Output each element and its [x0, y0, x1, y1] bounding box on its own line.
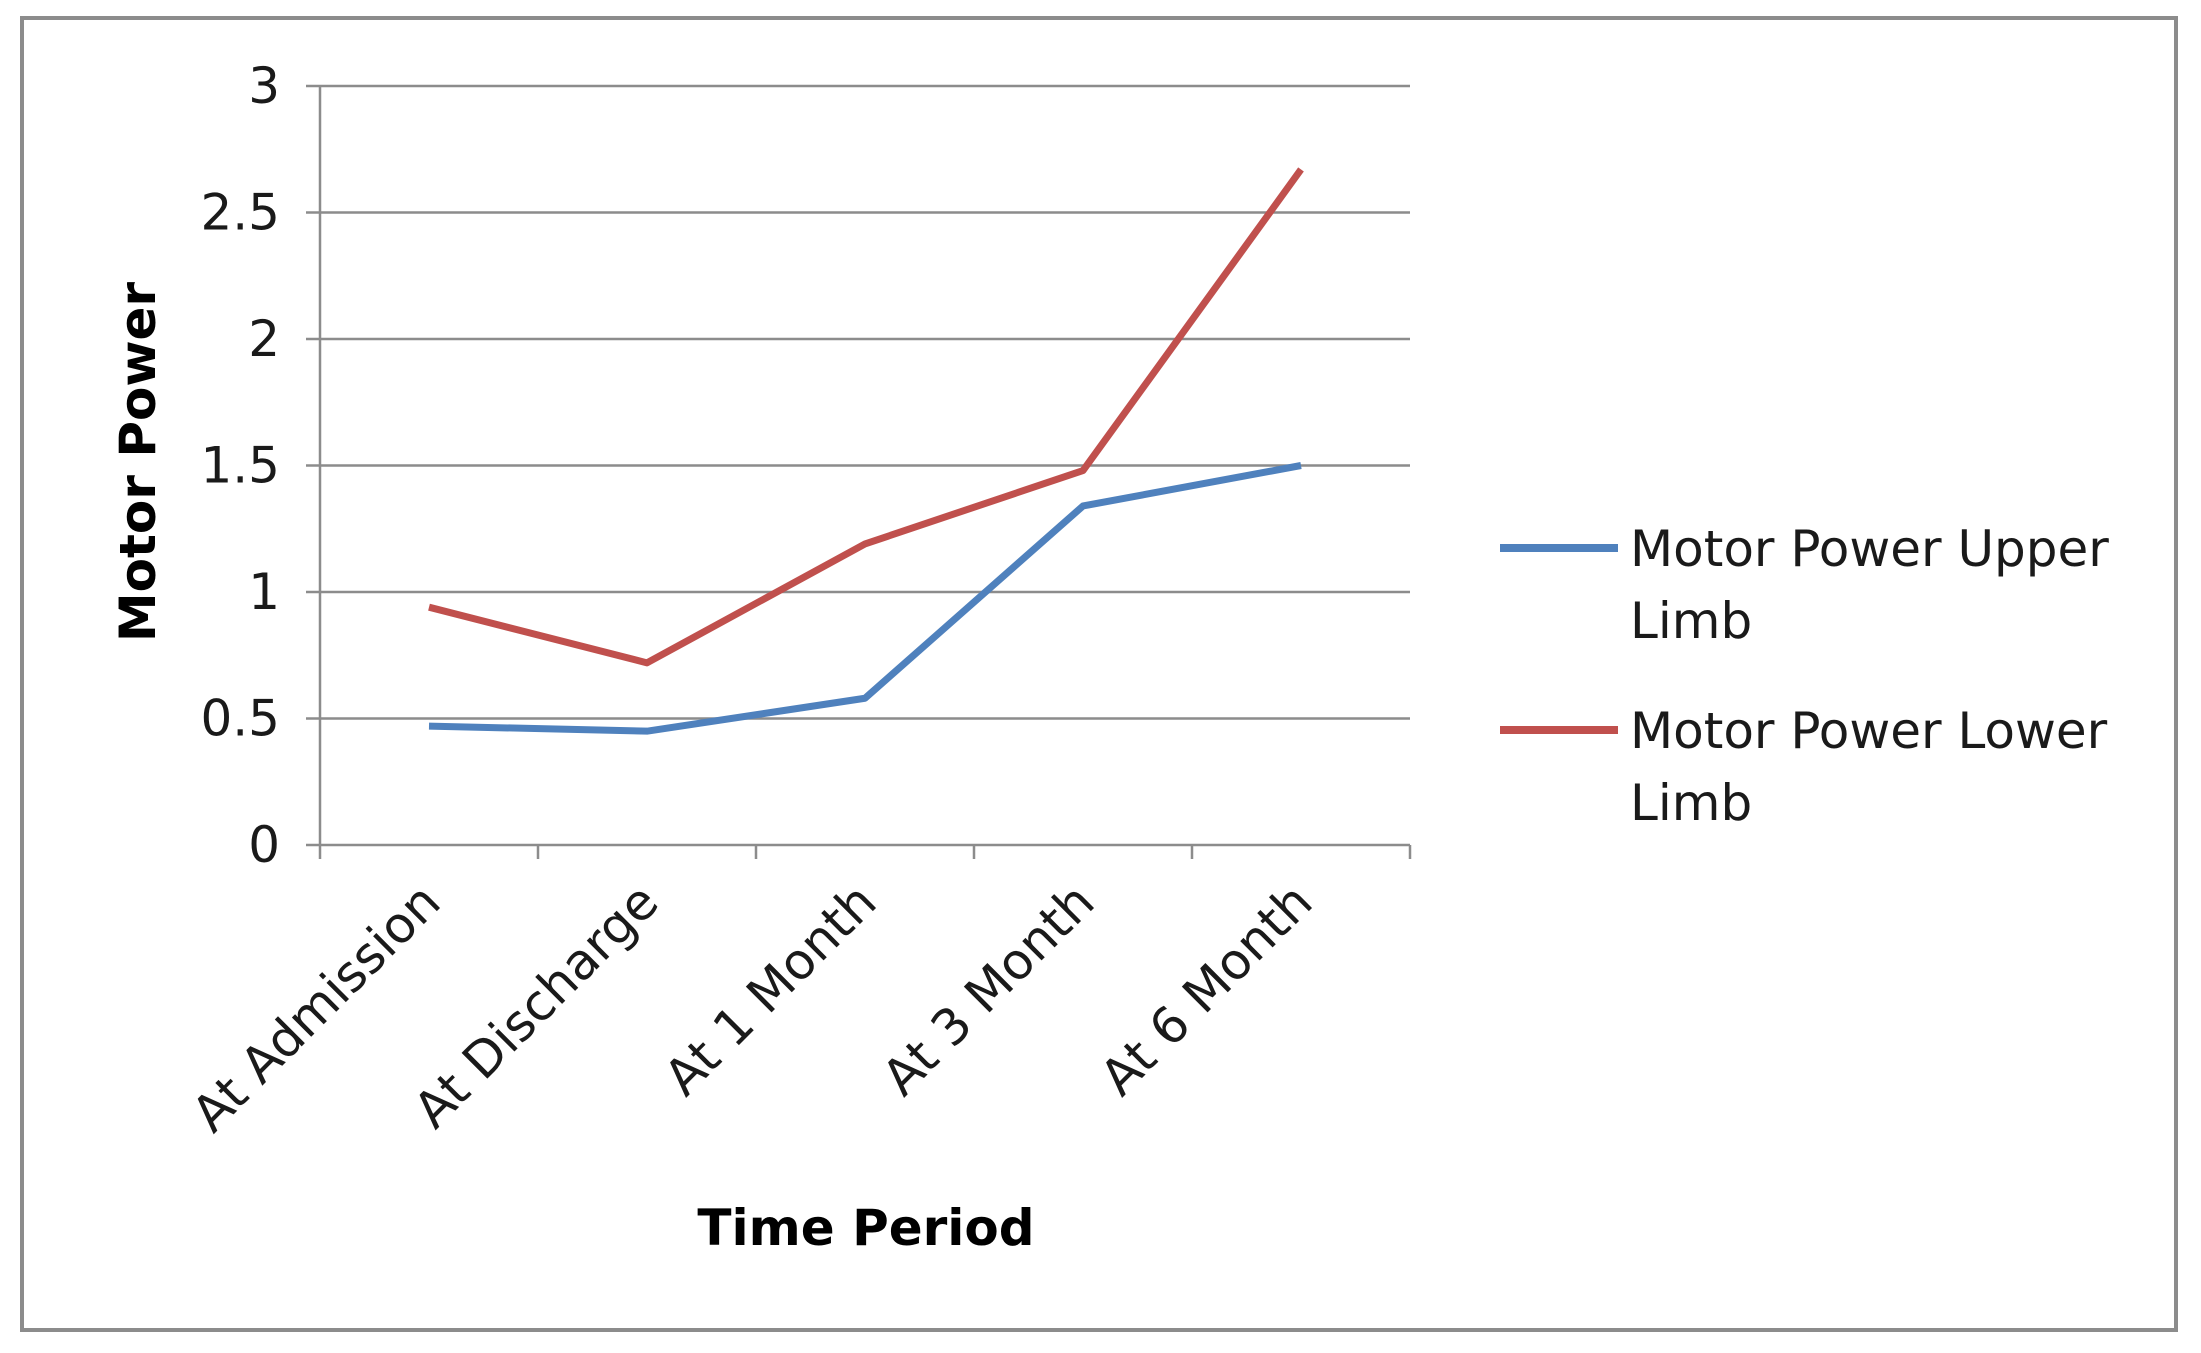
legend: Motor Power Upper Limb Motor Power Lower Li…	[1500, 520, 2109, 832]
y-tick-label: 1	[248, 563, 280, 621]
x-tick-label: At 1 Month	[653, 872, 887, 1106]
legend-label: Limb	[1630, 774, 1752, 832]
legend-label: Limb	[1630, 592, 1752, 650]
legend-label: Motor Power Upper	[1630, 520, 2109, 578]
x-axis-title: Time Period	[697, 1199, 1034, 1257]
legend-label: Motor Power Lower	[1630, 702, 2108, 760]
chart-frame	[20, 16, 2178, 1332]
y-tick-label: 0.5	[200, 690, 280, 748]
y-axis-title: Motor Power	[109, 282, 167, 643]
gridlines	[320, 84, 1410, 847]
series	[428, 167, 1304, 735]
y-tick-label: 2.5	[200, 184, 280, 242]
y-tick-label: 2	[248, 310, 280, 368]
x-tick-label: At 3 Month	[871, 872, 1105, 1106]
series-line-upper-limb	[428, 462, 1302, 735]
y-tick-label: 0	[248, 816, 280, 874]
y-tick-label: 1.5	[200, 437, 280, 495]
y-tick-label: 3	[248, 57, 280, 115]
y-axis-ticks: 0 0.5 1 1.5 2 2.5 3	[200, 57, 320, 874]
series-line-lower-limb	[428, 167, 1304, 667]
x-tick-label: At 6 Month	[1089, 872, 1323, 1106]
